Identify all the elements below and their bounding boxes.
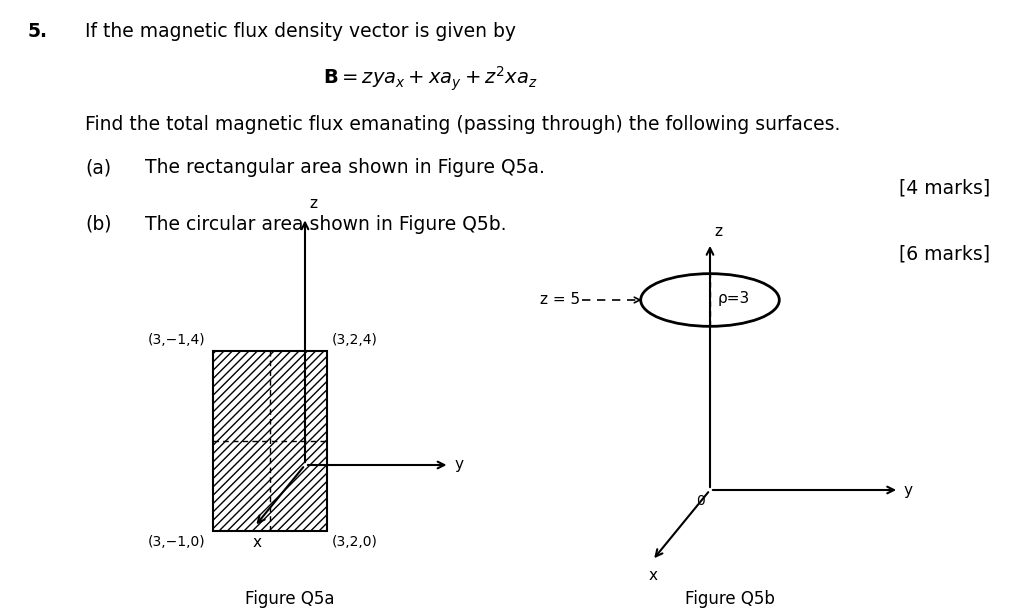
Text: (a): (a) [85, 158, 112, 177]
Text: ρ=3: ρ=3 [718, 291, 751, 307]
Polygon shape [213, 351, 327, 531]
Text: The circular area shown in Figure Q5b.: The circular area shown in Figure Q5b. [145, 215, 507, 234]
Text: (3,−1,4): (3,−1,4) [147, 333, 205, 347]
Text: z: z [714, 224, 722, 239]
Text: Find the total magnetic flux emanating (passing through) the following surfaces.: Find the total magnetic flux emanating (… [85, 115, 841, 134]
Text: y: y [455, 458, 464, 472]
Text: x: x [648, 568, 657, 584]
Text: [4 marks]: [4 marks] [899, 178, 990, 197]
Text: If the magnetic flux density vector is given by: If the magnetic flux density vector is g… [85, 22, 516, 41]
Text: (3,2,4): (3,2,4) [332, 333, 378, 347]
Text: 5.: 5. [28, 22, 48, 41]
Text: y: y [904, 483, 913, 497]
Text: z = 5: z = 5 [540, 291, 580, 307]
Text: The rectangular area shown in Figure Q5a.: The rectangular area shown in Figure Q5a… [145, 158, 545, 177]
Text: (3,2,0): (3,2,0) [332, 535, 378, 549]
Text: Figure Q5a: Figure Q5a [246, 590, 335, 608]
Text: $\mathbf{B} = zya_x + xa_y + z^2xa_z$: $\mathbf{B} = zya_x + xa_y + z^2xa_z$ [323, 65, 538, 93]
Text: 0: 0 [696, 494, 705, 508]
Text: z: z [309, 197, 317, 211]
Text: (b): (b) [85, 215, 112, 234]
Text: Figure Q5b: Figure Q5b [685, 590, 775, 608]
Text: [6 marks]: [6 marks] [899, 245, 990, 264]
Text: (3,−1,0): (3,−1,0) [147, 535, 205, 549]
Text: x: x [253, 535, 261, 550]
